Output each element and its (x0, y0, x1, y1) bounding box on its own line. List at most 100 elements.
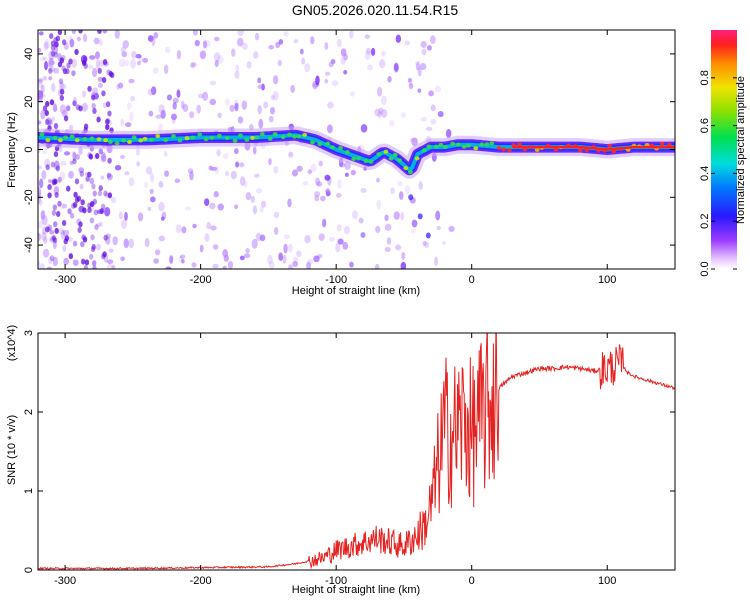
noise-blob (419, 62, 427, 71)
noise-blob (378, 107, 384, 115)
noise-blob (283, 234, 290, 240)
noise-blob (92, 108, 97, 115)
noise-blob (38, 260, 41, 269)
noise-blob (68, 170, 74, 179)
noise-blob (131, 50, 137, 59)
trace-peak-blob (280, 135, 286, 140)
spectrogram-y-tick-label: 20 (23, 96, 35, 108)
noise-blob (107, 157, 112, 164)
noise-blob (310, 36, 315, 45)
noise-blob (293, 39, 299, 44)
trace-peak-blob (438, 142, 444, 147)
trace-peak-blob (461, 144, 467, 149)
noise-blob (395, 244, 402, 251)
trace-peak-blob (465, 143, 471, 148)
trace-peak-blob (114, 141, 120, 146)
noise-blob (108, 248, 114, 253)
noise-blob (50, 44, 56, 51)
noise-blob (434, 85, 441, 93)
noise-blob (204, 39, 211, 48)
noise-blob (169, 255, 174, 264)
noise-blob (239, 255, 245, 261)
noise-blob (209, 98, 217, 106)
trace-peak-blob (272, 132, 278, 137)
noise-blob (50, 40, 56, 47)
noise-blob (287, 243, 293, 253)
noise-blob (53, 67, 60, 74)
noise-blob (145, 166, 153, 175)
noise-blob (135, 148, 140, 156)
noise-blob (102, 30, 108, 34)
noise-blob (434, 256, 439, 267)
noise-blob (260, 200, 267, 208)
noise-blob (209, 80, 217, 86)
noise-blob (164, 170, 169, 177)
noise-blob (80, 241, 85, 248)
noise-blob (243, 180, 248, 188)
noise-blob (59, 171, 66, 181)
noise-blob (79, 170, 84, 177)
noise-blob (337, 179, 342, 189)
page-title: GN05.2026.020.11.54.R15 (291, 2, 459, 18)
noise-blob (75, 104, 81, 111)
noise-blob (204, 233, 210, 243)
noise-blob (430, 104, 436, 112)
noise-blob (345, 172, 349, 177)
noise-blob (242, 42, 248, 51)
snr-y-tick-label: 2 (23, 409, 35, 415)
noise-blob (259, 234, 266, 242)
noise-blob (90, 234, 95, 241)
noise-blob (91, 67, 98, 78)
noise-blob (157, 123, 164, 133)
noise-blob (390, 187, 395, 195)
trace-peak-blob (232, 138, 238, 143)
noise-blob (222, 152, 229, 160)
noise-blob (102, 251, 107, 258)
noise-blob (124, 59, 130, 67)
noise-blob (254, 32, 260, 41)
snr-x-tick-label: -200 (190, 575, 212, 587)
noise-blob (59, 81, 65, 91)
noise-blob (92, 265, 97, 269)
noise-blob (60, 229, 66, 240)
noise-blob (234, 204, 238, 210)
noise-blob (324, 42, 329, 50)
noise-blob (78, 105, 83, 112)
noise-blob (52, 103, 58, 113)
noise-blob (38, 47, 42, 53)
noise-blob (340, 56, 346, 65)
noise-blob (111, 196, 117, 204)
noise-blob (411, 137, 418, 147)
noise-blob (104, 118, 110, 125)
noise-blob (217, 203, 224, 211)
noise-blob (51, 209, 57, 216)
noise-blob (273, 211, 280, 219)
noise-blob (38, 232, 42, 241)
noise-blob (96, 222, 102, 227)
noise-blob (273, 74, 279, 85)
noise-blob (326, 124, 333, 134)
noise-blob (429, 35, 436, 44)
noise-blob (149, 188, 154, 195)
noise-blob (234, 102, 239, 112)
noise-blob (98, 185, 103, 192)
noise-blob (214, 59, 219, 68)
noise-blob (379, 59, 386, 69)
noise-blob (42, 56, 47, 61)
noise-blob (149, 196, 156, 203)
noise-blob (339, 162, 346, 168)
noise-blob (160, 109, 166, 120)
noise-blob (283, 31, 289, 37)
trace-peak-blob (325, 141, 331, 146)
noise-blob (106, 259, 114, 265)
noise-blob (112, 236, 118, 246)
noise-blob (38, 79, 43, 85)
noise-blob (374, 108, 381, 117)
noise-blob (144, 181, 148, 189)
noise-blob (98, 148, 103, 155)
noise-blob (101, 90, 106, 97)
noise-blob (129, 111, 134, 122)
noise-blob (257, 104, 262, 115)
noise-blob (47, 119, 53, 125)
noise-blob (67, 208, 72, 215)
